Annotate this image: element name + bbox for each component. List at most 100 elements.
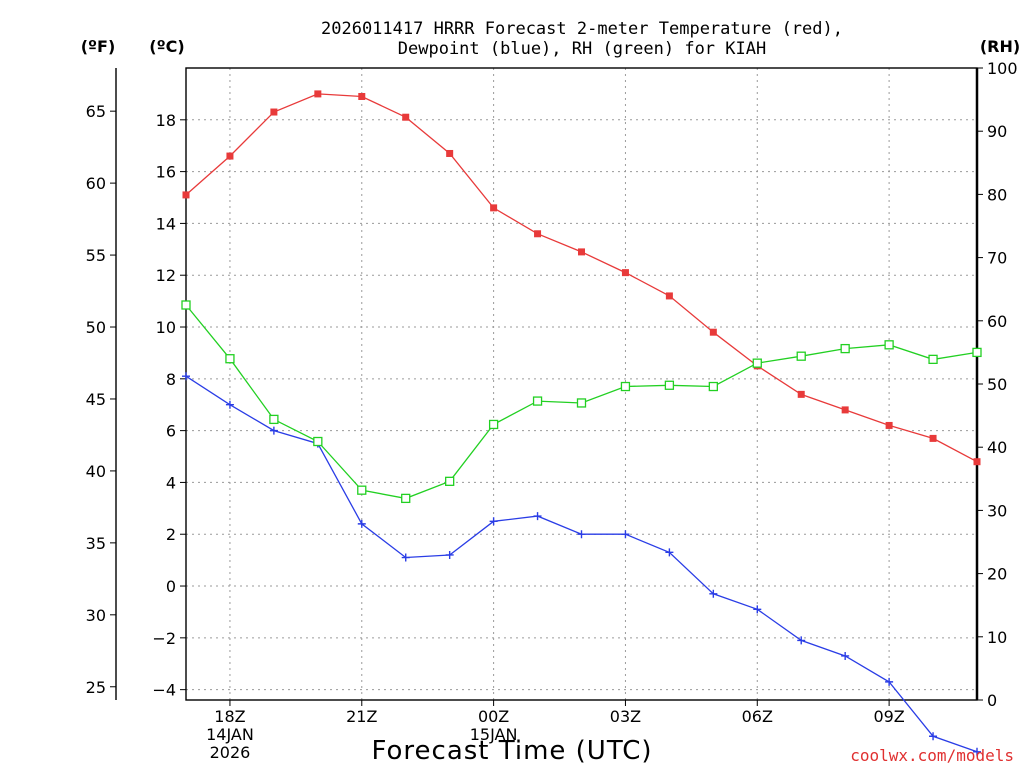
dewpoint-series-line xyxy=(185,375,978,753)
temperature-point xyxy=(578,248,585,256)
celsius-tick-label: −4 xyxy=(152,681,176,700)
temperature-point xyxy=(973,458,981,466)
fahrenheit-tick-label: 50 xyxy=(86,318,106,337)
rh-axis-label: (RH) xyxy=(980,37,1020,56)
dewpoint-point xyxy=(357,519,366,528)
rh-tick-label: 80 xyxy=(987,185,1007,204)
temperature-point xyxy=(621,269,629,277)
rh-point xyxy=(576,398,587,408)
fahrenheit-tick-label: 60 xyxy=(86,174,106,193)
rh-point xyxy=(928,354,938,365)
temperature-point xyxy=(534,230,542,238)
rh-tick-label: 50 xyxy=(987,375,1007,394)
rh-point xyxy=(357,485,367,495)
fahrenheit-tick-label: 25 xyxy=(86,678,106,697)
fahrenheit-tick-label: 55 xyxy=(86,246,106,265)
rh-point xyxy=(796,351,806,361)
celsius-tick-label: 14 xyxy=(156,214,176,233)
rh-point xyxy=(884,340,894,350)
dewpoint-point xyxy=(269,426,278,435)
rh-point xyxy=(225,354,235,364)
rh-point xyxy=(532,396,543,406)
fahrenheit-tick-label: 65 xyxy=(86,102,106,121)
celsius-tick-label: 10 xyxy=(156,318,176,337)
temperature-point xyxy=(929,434,937,442)
temperature-point xyxy=(358,92,366,100)
dewpoint-point xyxy=(401,553,410,562)
fahrenheit-tick-label: 30 xyxy=(86,606,106,625)
fahrenheit-tick-label: 45 xyxy=(86,390,106,409)
rh-point xyxy=(752,358,762,368)
temperature-point xyxy=(665,292,673,300)
chart-title-line1: 2026011417 HRRR Forecast 2-meter Tempera… xyxy=(321,19,843,39)
dewpoint-point xyxy=(885,677,894,686)
x-tick-label: 15JAN xyxy=(470,725,518,744)
rh-tick-label: 90 xyxy=(987,122,1007,141)
temperature-point xyxy=(270,108,278,116)
temperature-point xyxy=(226,152,234,160)
temperature-point xyxy=(841,406,849,414)
rh-point xyxy=(620,381,631,392)
dewpoint-point xyxy=(841,651,850,660)
rh-point xyxy=(445,476,455,486)
rh-tick-label: 60 xyxy=(987,312,1007,331)
rh-point xyxy=(181,300,191,310)
axes-layer: −4 −2 0 2 4 6 8 10 12 14 16 18 25 30 35 40 45 50 55 60 65 0 10… xyxy=(86,59,1018,762)
grid-layer xyxy=(186,68,977,700)
rh-point xyxy=(269,414,279,425)
fahrenheit-tick-label: 40 xyxy=(86,462,106,481)
temperature-point xyxy=(490,204,498,212)
celsius-tick-label: 6 xyxy=(166,422,176,441)
celsius-tick-label: 16 xyxy=(156,163,176,182)
rh-tick-label: 40 xyxy=(987,438,1007,457)
dewpoint-point xyxy=(709,589,718,598)
rh-tick-label: 0 xyxy=(987,691,997,710)
rh-tick-label: 10 xyxy=(987,628,1007,647)
celsius-tick-label: 4 xyxy=(166,473,176,492)
x-tick-label: 06Z xyxy=(742,707,773,726)
rh-point xyxy=(488,419,499,430)
dewpoint-point xyxy=(973,747,981,756)
dewpoint-point xyxy=(533,512,542,521)
rh-tick-label: 20 xyxy=(987,565,1007,584)
x-tick-label: 18Z xyxy=(214,707,245,726)
credit-text: coolwx.com/models xyxy=(850,746,1014,765)
temperature-point xyxy=(446,149,454,157)
dewpoint-point xyxy=(929,732,938,741)
temperature-point xyxy=(314,90,322,98)
dewpoint-point xyxy=(577,530,586,539)
series-layer xyxy=(181,90,982,756)
rh-tick-label: 100 xyxy=(987,59,1018,78)
x-tick-label: 21Z xyxy=(346,707,377,726)
celsius-tick-label: 2 xyxy=(166,525,176,544)
dewpoint-point xyxy=(753,605,762,614)
x-tick-label: 00Z xyxy=(478,707,509,726)
dewpoint-point xyxy=(182,372,190,381)
rh-point xyxy=(313,436,323,447)
rh-tick-label: 30 xyxy=(987,501,1007,520)
celsius-tick-label: 0 xyxy=(166,577,176,596)
rh-point xyxy=(972,347,982,358)
x-tick-label: 14JAN xyxy=(206,725,254,744)
celsius-tick-label: 8 xyxy=(166,370,176,389)
celsius-tick-label: −2 xyxy=(152,629,176,648)
temperature-point xyxy=(885,421,893,429)
temperature-point xyxy=(797,390,805,398)
rh-point xyxy=(401,493,411,504)
celsius-tick-label: 18 xyxy=(156,111,176,130)
fahrenheit-axis-label: (ºF) xyxy=(81,37,116,56)
chart-title-line2: Dewpoint (blue), RH (green) for KIAH xyxy=(398,39,766,59)
x-tick-label: 03Z xyxy=(610,707,641,726)
dewpoint-point xyxy=(621,530,630,539)
rh-point xyxy=(840,343,850,354)
rh-point xyxy=(664,380,675,390)
fahrenheit-tick-label: 35 xyxy=(86,534,106,553)
x-tick-label: 09Z xyxy=(873,707,904,726)
x-axis-title: Forecast Time (UTC) xyxy=(371,736,652,766)
plot-frame xyxy=(185,67,978,701)
rh-point xyxy=(708,381,718,392)
temperature-point xyxy=(182,191,190,199)
dewpoint-point xyxy=(225,400,234,409)
celsius-tick-label: 12 xyxy=(156,266,176,285)
